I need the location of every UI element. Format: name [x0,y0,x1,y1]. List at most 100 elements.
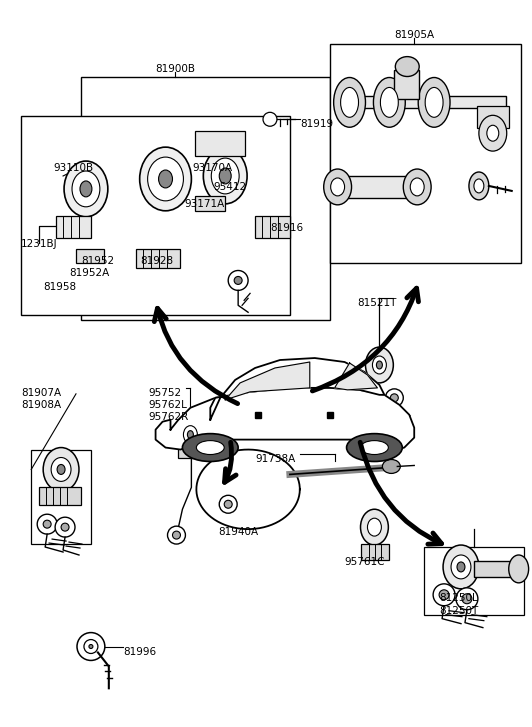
Ellipse shape [474,179,484,193]
Text: 81958: 81958 [43,282,76,292]
Bar [76,249,104,262]
Ellipse shape [182,433,238,462]
Circle shape [61,523,69,531]
Circle shape [224,500,232,508]
Bar [394,70,419,100]
Bar [195,196,225,211]
Ellipse shape [361,509,388,545]
Text: 81996: 81996 [123,646,156,656]
Ellipse shape [57,465,65,475]
Circle shape [89,645,93,648]
Text: 81250T: 81250T [439,606,478,616]
Text: 93110B: 93110B [53,163,93,173]
Polygon shape [155,388,414,451]
Bar [178,441,204,457]
Bar [31,449,91,544]
Circle shape [263,112,277,126]
Bar [477,106,509,128]
Bar [338,176,417,198]
Ellipse shape [403,169,431,205]
Bar [56,216,91,238]
Circle shape [439,590,449,600]
Ellipse shape [140,147,192,211]
Circle shape [234,276,242,284]
Ellipse shape [509,555,529,583]
Ellipse shape [80,181,92,197]
Circle shape [456,588,478,610]
Text: 81919: 81919 [300,119,333,129]
Text: 95762R: 95762R [148,411,189,422]
Ellipse shape [469,172,489,200]
Circle shape [361,391,369,399]
Ellipse shape [368,518,381,536]
Ellipse shape [147,157,184,201]
Circle shape [355,386,373,403]
Ellipse shape [340,87,359,117]
Ellipse shape [451,555,471,579]
Bar [21,116,290,316]
Ellipse shape [331,178,345,196]
Ellipse shape [196,441,224,454]
Circle shape [219,495,237,513]
Text: 81250L: 81250L [439,593,478,603]
Ellipse shape [425,87,443,117]
Bar [424,547,523,615]
Text: 81905A: 81905A [394,30,434,40]
Ellipse shape [51,457,71,481]
Ellipse shape [395,57,419,76]
Ellipse shape [72,171,100,206]
Text: 81916: 81916 [270,222,303,233]
Text: 81908A: 81908A [21,400,61,410]
Bar [81,76,330,320]
Text: 81952: 81952 [81,256,114,265]
Text: 95762L: 95762L [148,400,187,410]
Text: 1231BJ: 1231BJ [21,238,58,249]
Text: 93170A: 93170A [193,163,232,173]
Ellipse shape [361,441,388,454]
Text: 81907A: 81907A [21,388,61,398]
Text: 81521T: 81521T [358,298,397,308]
Circle shape [77,632,105,660]
Bar [136,249,180,268]
Ellipse shape [323,169,352,205]
Ellipse shape [372,356,386,374]
Bar [362,544,389,560]
Ellipse shape [479,116,507,151]
Ellipse shape [457,562,465,572]
Polygon shape [210,358,385,419]
Text: 81928: 81928 [140,256,174,265]
Ellipse shape [219,168,231,184]
Ellipse shape [377,361,383,369]
Circle shape [228,270,248,290]
Circle shape [390,394,398,402]
Ellipse shape [211,158,239,194]
Ellipse shape [334,78,365,127]
Ellipse shape [187,430,193,438]
Text: 81900B: 81900B [155,63,195,73]
Circle shape [55,517,75,537]
Ellipse shape [380,87,398,117]
Circle shape [462,594,472,603]
Ellipse shape [365,347,393,383]
Ellipse shape [203,148,247,204]
Bar [255,216,290,238]
Text: 95752: 95752 [148,388,182,398]
Ellipse shape [418,78,450,127]
Bar [342,97,506,108]
Ellipse shape [178,419,203,451]
Ellipse shape [410,178,424,196]
Ellipse shape [373,78,405,127]
Polygon shape [225,362,310,400]
Circle shape [37,514,57,534]
Circle shape [84,640,98,654]
Ellipse shape [159,170,172,188]
Bar [39,487,81,505]
Circle shape [168,526,186,544]
Bar [474,561,519,577]
Circle shape [172,531,180,539]
Circle shape [433,584,455,606]
Ellipse shape [346,433,402,462]
Ellipse shape [383,459,400,473]
Ellipse shape [43,448,79,491]
Bar [330,44,521,262]
